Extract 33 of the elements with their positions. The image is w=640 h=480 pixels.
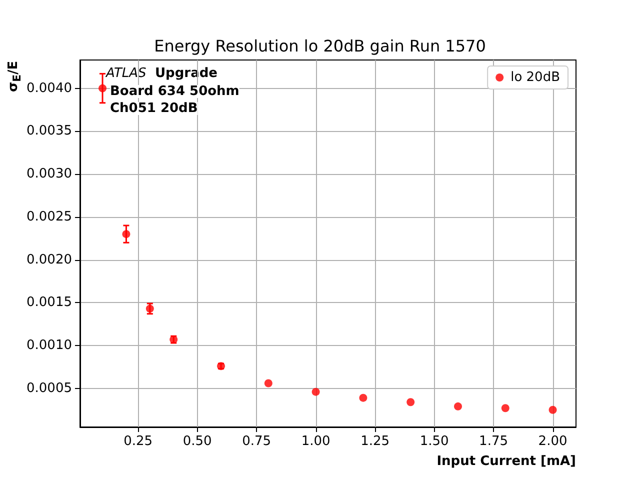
x-tick-label: 0.50	[182, 434, 212, 449]
x-tick-label: 0.25	[124, 434, 153, 449]
chart-title: Energy Resolution lo 20dB gain Run 1570	[154, 36, 486, 56]
annotation: Board 634 50ohm	[110, 84, 240, 99]
point	[406, 398, 415, 406]
annotation: Ch051 20dB	[110, 101, 198, 116]
y-tick-label: 0.0030	[26, 166, 72, 182]
point	[264, 379, 272, 388]
point	[146, 304, 154, 313]
x-tick-label: 1.00	[301, 434, 330, 449]
x-tick-label: 2.00	[538, 434, 568, 449]
x-tick-label: 1.25	[360, 434, 390, 449]
point	[122, 230, 130, 238]
x-axis-title: Input Current [mA]	[436, 454, 576, 469]
y-tick-label: 0.0010	[26, 338, 72, 354]
x-tick-label: 0.75	[242, 434, 272, 449]
point	[98, 84, 107, 92]
point	[454, 402, 462, 410]
point	[359, 394, 368, 402]
annotation: Upgrade	[155, 66, 218, 81]
y-tick-label: 0.0020	[26, 252, 72, 268]
x-tick-label: 1.75	[479, 434, 508, 449]
y-tick-label: 0.0025	[26, 209, 72, 224]
y-tick-label: 0.0015	[26, 295, 72, 310]
point	[501, 404, 510, 412]
annotation: ATLAS	[105, 66, 146, 81]
point	[312, 388, 320, 396]
y-tick-label: 0.0035	[26, 124, 72, 139]
y-tick-label: 0.0040	[26, 80, 72, 96]
x-tick-label: 1.50	[420, 434, 449, 449]
point	[548, 406, 557, 414]
y-tick-label: 0.0005	[26, 380, 72, 396]
legend-label: lo 20dB	[510, 70, 560, 85]
